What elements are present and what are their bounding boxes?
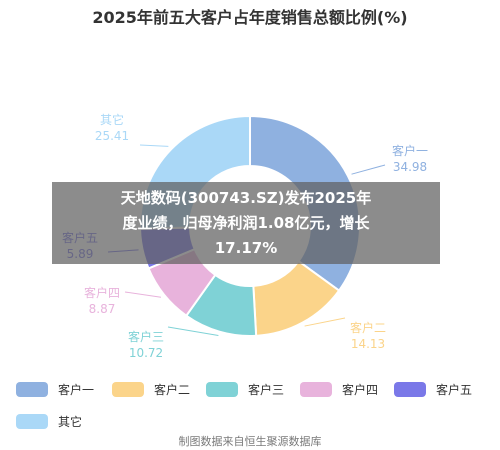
legend-label-5: 客户五 (436, 382, 473, 397)
legend-label-1: 客户一 (58, 382, 95, 397)
legend-swatch-1 (16, 381, 48, 397)
slice-label-value-4: 8.87 (89, 302, 116, 316)
legend-item-3: 客户三 (206, 379, 284, 399)
leader-line-4 (124, 291, 162, 298)
data-source-note: 制图数据来自恒生聚源数据库 (178, 435, 322, 448)
slice-label-value-6: 25.41 (95, 129, 129, 143)
slice-label-name-3: 客户三 (128, 329, 164, 344)
slice-label-name-6: 其它 (100, 112, 124, 127)
legend-label-3: 客户三 (248, 382, 285, 397)
leader-line-6 (139, 144, 169, 147)
legend-item-4: 客户四 (300, 379, 378, 399)
leader-line-2 (304, 317, 346, 327)
slice-label-value-2: 14.13 (351, 337, 385, 351)
slice-label-name-2: 客户二 (350, 320, 386, 335)
legend-item-1: 客户一 (16, 379, 94, 399)
legend-swatch-5 (394, 381, 426, 397)
legend-item-2: 客户二 (112, 379, 190, 399)
legend-swatch-4 (300, 381, 332, 397)
leader-line-3 (167, 326, 219, 337)
legend-label-2: 客户二 (154, 382, 191, 397)
legend-swatch-6 (16, 413, 48, 429)
news-overlay-text: 天地数码(300743.SZ)发布2025年 度业绩，归母净利润1.08亿元，增… (52, 186, 440, 261)
leader-line-1 (351, 164, 386, 175)
legend-swatch-2 (112, 381, 144, 397)
legend-label-4: 客户四 (342, 382, 379, 397)
slice-label-name-4: 客户四 (84, 285, 120, 300)
legend-item-6: 其它 (16, 411, 82, 431)
legend-item-5: 客户五 (394, 379, 472, 399)
legend-swatch-3 (206, 381, 238, 397)
slice-label-value-1: 34.98 (393, 160, 427, 174)
slice-label-value-3: 10.72 (129, 346, 163, 360)
news-overlay-banner (52, 182, 440, 264)
overlay-line-1: 天地数码(300743.SZ)发布2025年 (120, 189, 372, 207)
slice-label-name-1: 客户一 (392, 143, 428, 158)
overlay-line-3: 17.17% (214, 239, 278, 257)
legend-label-6: 其它 (58, 414, 83, 429)
overlay-line-2: 度业绩，归母净利润1.08亿元，增长 (122, 214, 370, 232)
chart-title: 2025年前五大客户占年度销售总额比例(%) (92, 8, 408, 27)
